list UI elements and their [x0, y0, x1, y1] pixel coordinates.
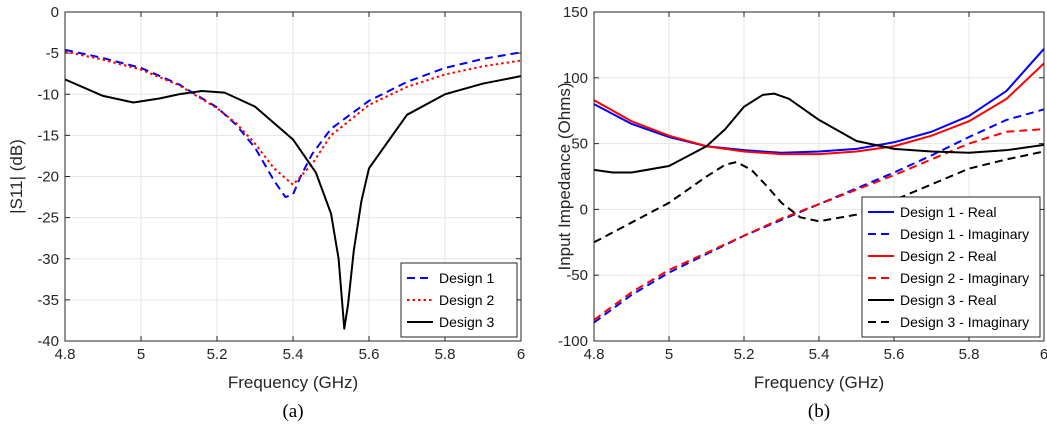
legend-label-1: Design 1 - Real — [900, 204, 997, 220]
x-tick-label: 5.2 — [207, 346, 228, 363]
x-tick-label: 5.8 — [959, 346, 980, 363]
series-line-3 — [594, 62, 1044, 156]
x-tick-label: 5.8 — [435, 346, 456, 363]
series-line-4 — [594, 128, 1044, 321]
y-tick-label: -15 — [37, 127, 59, 144]
y-axis-label: |S11| (dB) — [7, 139, 26, 214]
y-tick-label: -25 — [37, 210, 59, 227]
legend-label-3: Design 2 - Real — [900, 248, 997, 264]
legend-label-1: Design 1 — [439, 270, 494, 286]
legend: Design 1 Design 2 Design 3 — [400, 262, 518, 338]
x-tick-label: 4.8 — [55, 346, 76, 363]
legend-label-6: Design 3 - Imaginary — [900, 314, 1029, 330]
legend-label-4: Design 2 - Imaginary — [900, 270, 1029, 286]
x-tick-label: 5 — [137, 346, 145, 363]
legend: Design 1 - Real Design 1 - Imaginary Desig… — [861, 196, 1041, 338]
legend-label-3: Design 3 — [439, 314, 494, 330]
series-line-2 — [594, 108, 1044, 324]
panel-caption: (a) — [282, 401, 303, 422]
x-axis-label: Frequency (GHz) — [754, 373, 884, 392]
y-tick-label: -10 — [37, 86, 59, 103]
y-tick-label: -50 — [566, 267, 588, 284]
y-tick-label: 0 — [580, 201, 588, 218]
series-group — [65, 48, 521, 330]
x-axis-label: Frequency (GHz) — [228, 373, 358, 392]
x-tick-label: 4.8 — [584, 346, 605, 363]
x-tick-label: 5.4 — [809, 346, 830, 363]
y-tick-label: 150 — [563, 4, 588, 21]
y-tick-label: -30 — [37, 251, 59, 268]
series-line-6 — [594, 150, 1044, 244]
y-tick-label: 0 — [51, 4, 59, 21]
y-tick-label: -40 — [37, 333, 59, 350]
y-tick-label: -100 — [558, 333, 588, 350]
legend-label-2: Design 1 - Imaginary — [900, 226, 1029, 242]
series-line-2 — [65, 50, 521, 186]
series-group — [594, 48, 1044, 324]
y-tick-label: -20 — [37, 169, 59, 186]
y-tick-label: -35 — [37, 292, 59, 309]
series-line-1 — [594, 48, 1044, 154]
series-line-3 — [65, 75, 521, 330]
legend-label-2: Design 2 — [439, 292, 494, 308]
y-tick-label: 100 — [563, 70, 588, 87]
x-tick-label: 6 — [517, 346, 525, 363]
panel-b: 4.8 5 5.2 5.4 5.6 5.8 6 150 100 50 0 -50 -100 Frequen… — [555, 4, 1047, 422]
series-line-1 — [65, 48, 521, 199]
panel-caption: (b) — [808, 401, 830, 422]
x-tick-label: 5.4 — [283, 346, 304, 363]
y-tick-label: -5 — [46, 45, 59, 62]
x-tick-label: 5.6 — [359, 346, 380, 363]
legend-label-5: Design 3 - Real — [900, 292, 997, 308]
legend-box — [861, 196, 1041, 338]
x-tick-label: 5.6 — [884, 346, 905, 363]
x-tick-label: 5 — [665, 346, 673, 363]
series-line-5 — [594, 92, 1044, 174]
x-tick-label: 5.2 — [734, 346, 755, 363]
y-axis-label: Input Impedance (Ohms) — [555, 82, 574, 270]
x-tick-label: 6 — [1040, 346, 1047, 363]
y-tick-label: 50 — [571, 136, 588, 153]
panel-a: 4.8 5 5.2 5.4 5.6 5.8 6 0 -5 -10 -15 -20 -25 -30 -35 -4… — [7, 4, 525, 422]
